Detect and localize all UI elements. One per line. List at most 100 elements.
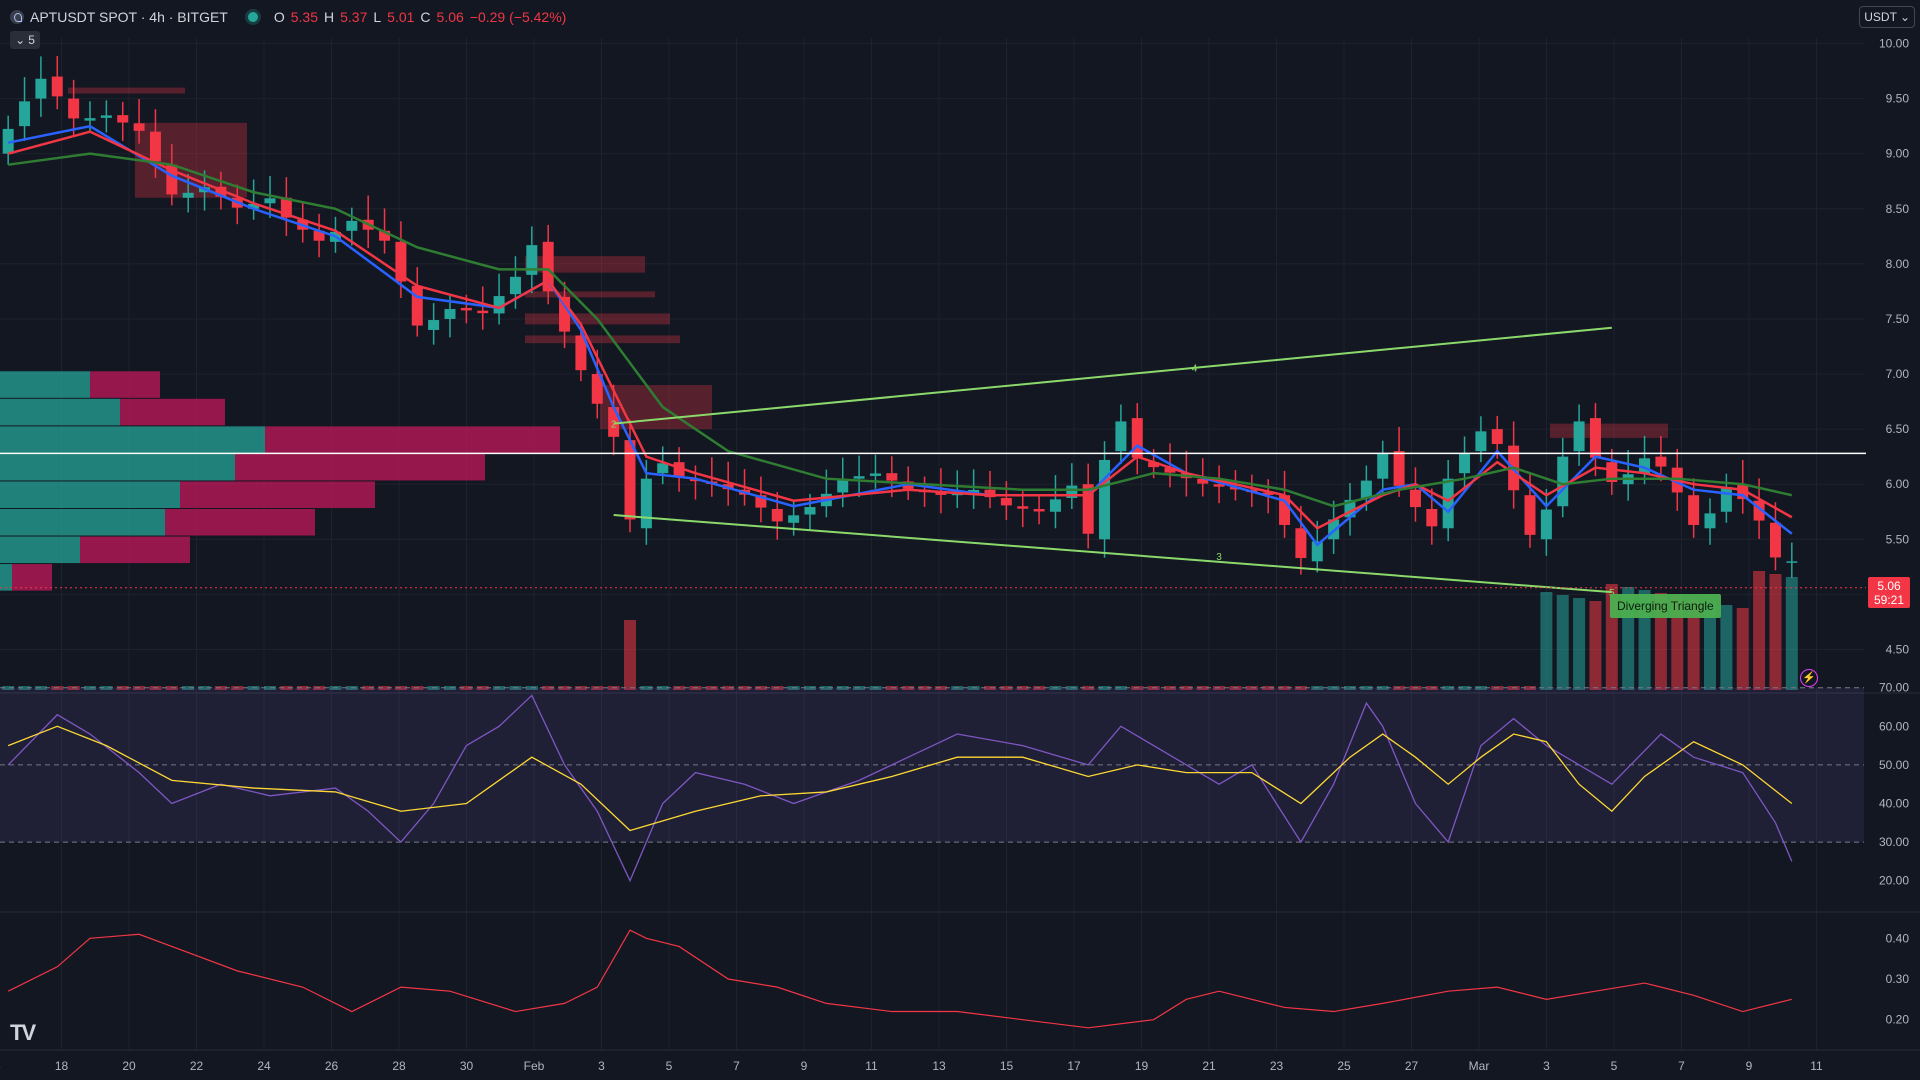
pattern-point-label: 2 — [611, 420, 617, 431]
candle-body — [1491, 429, 1503, 444]
rsi-axis-label: 60.00 — [1879, 719, 1909, 733]
volume-profile-up-bar — [0, 564, 12, 591]
time-axis-label: 18 — [55, 1059, 69, 1073]
pattern-label[interactable]: Diverging Triangle — [1610, 594, 1721, 618]
candle-body — [493, 296, 505, 314]
volume-bar — [182, 686, 195, 690]
candle-body — [1115, 421, 1127, 452]
candle-body — [640, 478, 652, 529]
candle-body — [1589, 418, 1601, 458]
candle-body — [1393, 451, 1405, 486]
candle-body — [149, 131, 161, 162]
volume-bar — [280, 686, 293, 690]
candle-body — [1769, 522, 1781, 558]
supply-zone — [525, 256, 645, 273]
indicators-collapse-button[interactable]: ⌄ 5 — [10, 31, 40, 49]
volume-bar — [198, 686, 211, 690]
volume-bar — [100, 686, 113, 690]
ohlc-close-label: C — [420, 9, 431, 25]
candle-body — [215, 186, 227, 197]
candle-body — [444, 309, 456, 319]
volume-bar — [738, 686, 751, 690]
volume-bar — [542, 686, 555, 690]
volume-bar — [1196, 686, 1209, 690]
volume-profile-up-bar — [0, 508, 165, 536]
price-axis-label: 5.50 — [1886, 532, 1910, 546]
volume-profile-up-bar — [0, 453, 235, 481]
volume-bar — [378, 686, 391, 690]
candle-body — [1099, 459, 1111, 540]
price-axis-label: 7.50 — [1886, 312, 1910, 326]
chart-legend: APTUSDT SPOT · 4h · BITGET O 5.35 H 5.37 L… — [10, 7, 566, 27]
volume-profile-down-bar — [265, 426, 560, 453]
candle-body — [935, 492, 947, 495]
candle-body — [1655, 456, 1667, 467]
price-axis-label: 6.00 — [1886, 477, 1910, 491]
time-axis-label: 26 — [325, 1059, 339, 1073]
candle-body — [1737, 484, 1749, 500]
rsi-axis-label: 70.00 — [1879, 681, 1909, 695]
time-axis-label: 3 — [1543, 1059, 1550, 1073]
candle-body — [657, 463, 669, 474]
volume-bar — [460, 686, 473, 690]
candle-body — [984, 489, 996, 498]
candle-body — [1688, 495, 1700, 525]
bar-countdown: 59:21 — [1873, 593, 1905, 607]
candle-body — [771, 508, 783, 522]
candle-body — [788, 515, 800, 523]
ohlc-high-label: H — [324, 9, 335, 25]
time-axis-label: 16 — [0, 1059, 1, 1073]
candle-body — [837, 480, 849, 493]
time-axis-label: 19 — [1135, 1059, 1149, 1073]
volume-profile — [0, 371, 560, 591]
candle-body — [886, 473, 898, 481]
symbol-title[interactable]: APTUSDT SPOT · 4h · BITGET — [30, 9, 228, 25]
time-axis-label: 21 — [1202, 1059, 1216, 1073]
volume-bar — [1704, 602, 1716, 690]
volume-bar — [902, 686, 915, 690]
supply-zone — [68, 87, 185, 94]
candle-body — [19, 101, 31, 127]
candle-body — [84, 118, 96, 121]
volume-profile-down-bar — [180, 481, 375, 508]
candle-body — [280, 197, 292, 218]
price-axis-label: 10.00 — [1879, 37, 1909, 51]
ohlc-change: −0.29 (−5.42%) — [469, 9, 567, 25]
candle-body — [526, 245, 538, 275]
candle-body — [1459, 453, 1471, 474]
candle-body — [853, 476, 865, 479]
volume-bar — [1442, 686, 1455, 690]
volume-bar — [1753, 571, 1766, 690]
candle-body — [395, 241, 407, 282]
candle-body — [1213, 484, 1225, 487]
price-axis-label: 9.50 — [1886, 92, 1910, 106]
ohlc-high-value: 5.37 — [340, 9, 368, 25]
pattern-point-label: 4 — [1192, 363, 1198, 374]
volume-profile-down-bar — [120, 398, 225, 426]
tradingview-logo[interactable]: TV — [10, 1020, 36, 1045]
candle-body — [133, 123, 145, 131]
time-axis-label: 7 — [1678, 1059, 1685, 1073]
candle-body — [1164, 467, 1176, 473]
candle-body — [869, 473, 881, 476]
candle-body — [166, 164, 178, 195]
volume-bar — [918, 686, 931, 690]
candle-body — [968, 489, 980, 493]
time-axis-label: 23 — [1270, 1059, 1284, 1073]
lightning-icon[interactable]: ⚡ — [1800, 669, 1818, 687]
candle-body — [1475, 431, 1487, 452]
candle-body — [1000, 497, 1012, 506]
volume-bar — [1360, 686, 1373, 690]
candle-body — [1295, 528, 1307, 559]
candle-body — [2, 128, 14, 154]
pattern-point-label: 5 — [1609, 588, 1615, 599]
volume-bar — [362, 686, 375, 690]
volume-bar — [1769, 574, 1782, 690]
candle-body — [182, 192, 194, 198]
supply-zone — [525, 335, 680, 344]
pattern-trendline — [613, 514, 1612, 594]
currency-select[interactable]: USDT ⌄ — [1859, 6, 1915, 28]
candle-body — [608, 407, 620, 437]
volume-bar — [1098, 686, 1111, 690]
